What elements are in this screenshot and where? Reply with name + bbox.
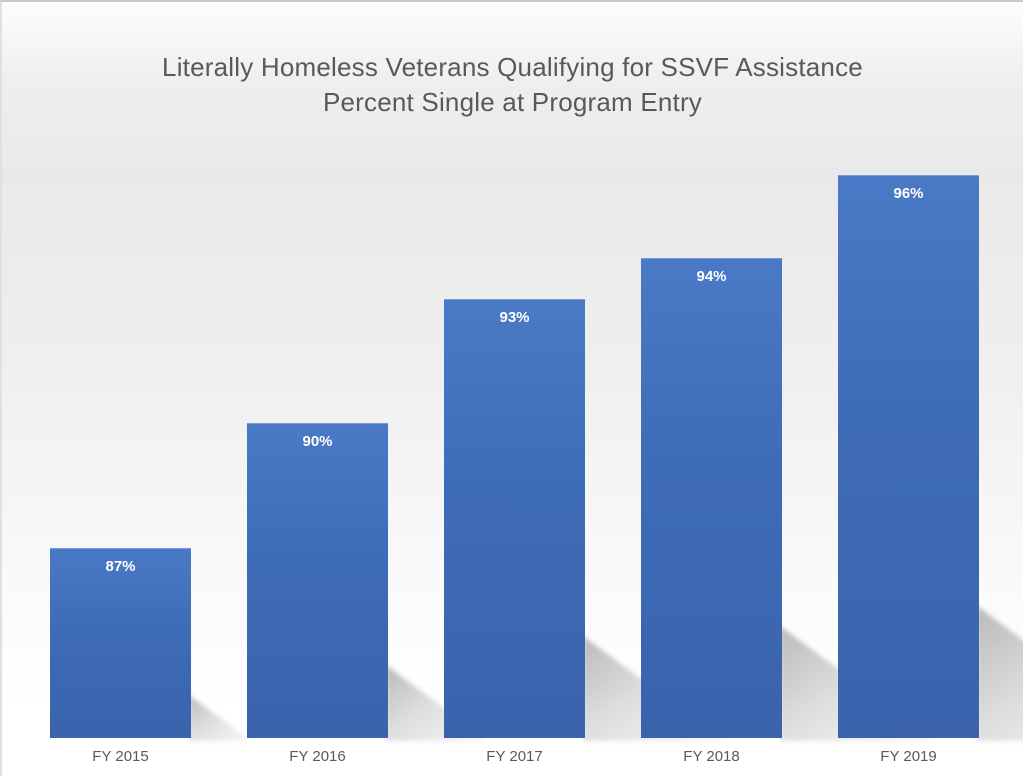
bar-shadow (189, 695, 251, 741)
x-axis-label: FY 2019 (880, 748, 937, 765)
x-axis-label: FY 2018 (683, 748, 740, 765)
bar-fy-2015: 87% (50, 548, 191, 738)
bar-value-label: 90% (302, 433, 333, 450)
bar-shadow-shape (977, 606, 1023, 741)
bar-fy-2016: 90% (247, 423, 388, 738)
bar-value-label: 93% (499, 309, 530, 326)
bar-value-label: 96% (893, 185, 924, 202)
x-axis-label: FY 2017 (486, 748, 543, 765)
bar-shadow-shape (189, 695, 251, 741)
bar-fy-2017: 93% (444, 299, 585, 738)
bar-fy-2018: 94% (641, 258, 782, 738)
chart-title: Literally Homeless Veterans Qualifying f… (2, 50, 1023, 120)
bar-fy-2019: 96% (838, 175, 979, 738)
bar-shadow (977, 606, 1023, 741)
chart-title-line2: Percent Single at Program Entry (322, 87, 703, 117)
bar-value-label: 87% (105, 558, 136, 575)
x-axis-label: FY 2016 (289, 748, 346, 765)
chart-title-line1: Literally Homeless Veterans Qualifying f… (162, 52, 863, 82)
x-axis-label: FY 2015 (92, 748, 149, 765)
bar-value-label: 94% (696, 268, 727, 285)
